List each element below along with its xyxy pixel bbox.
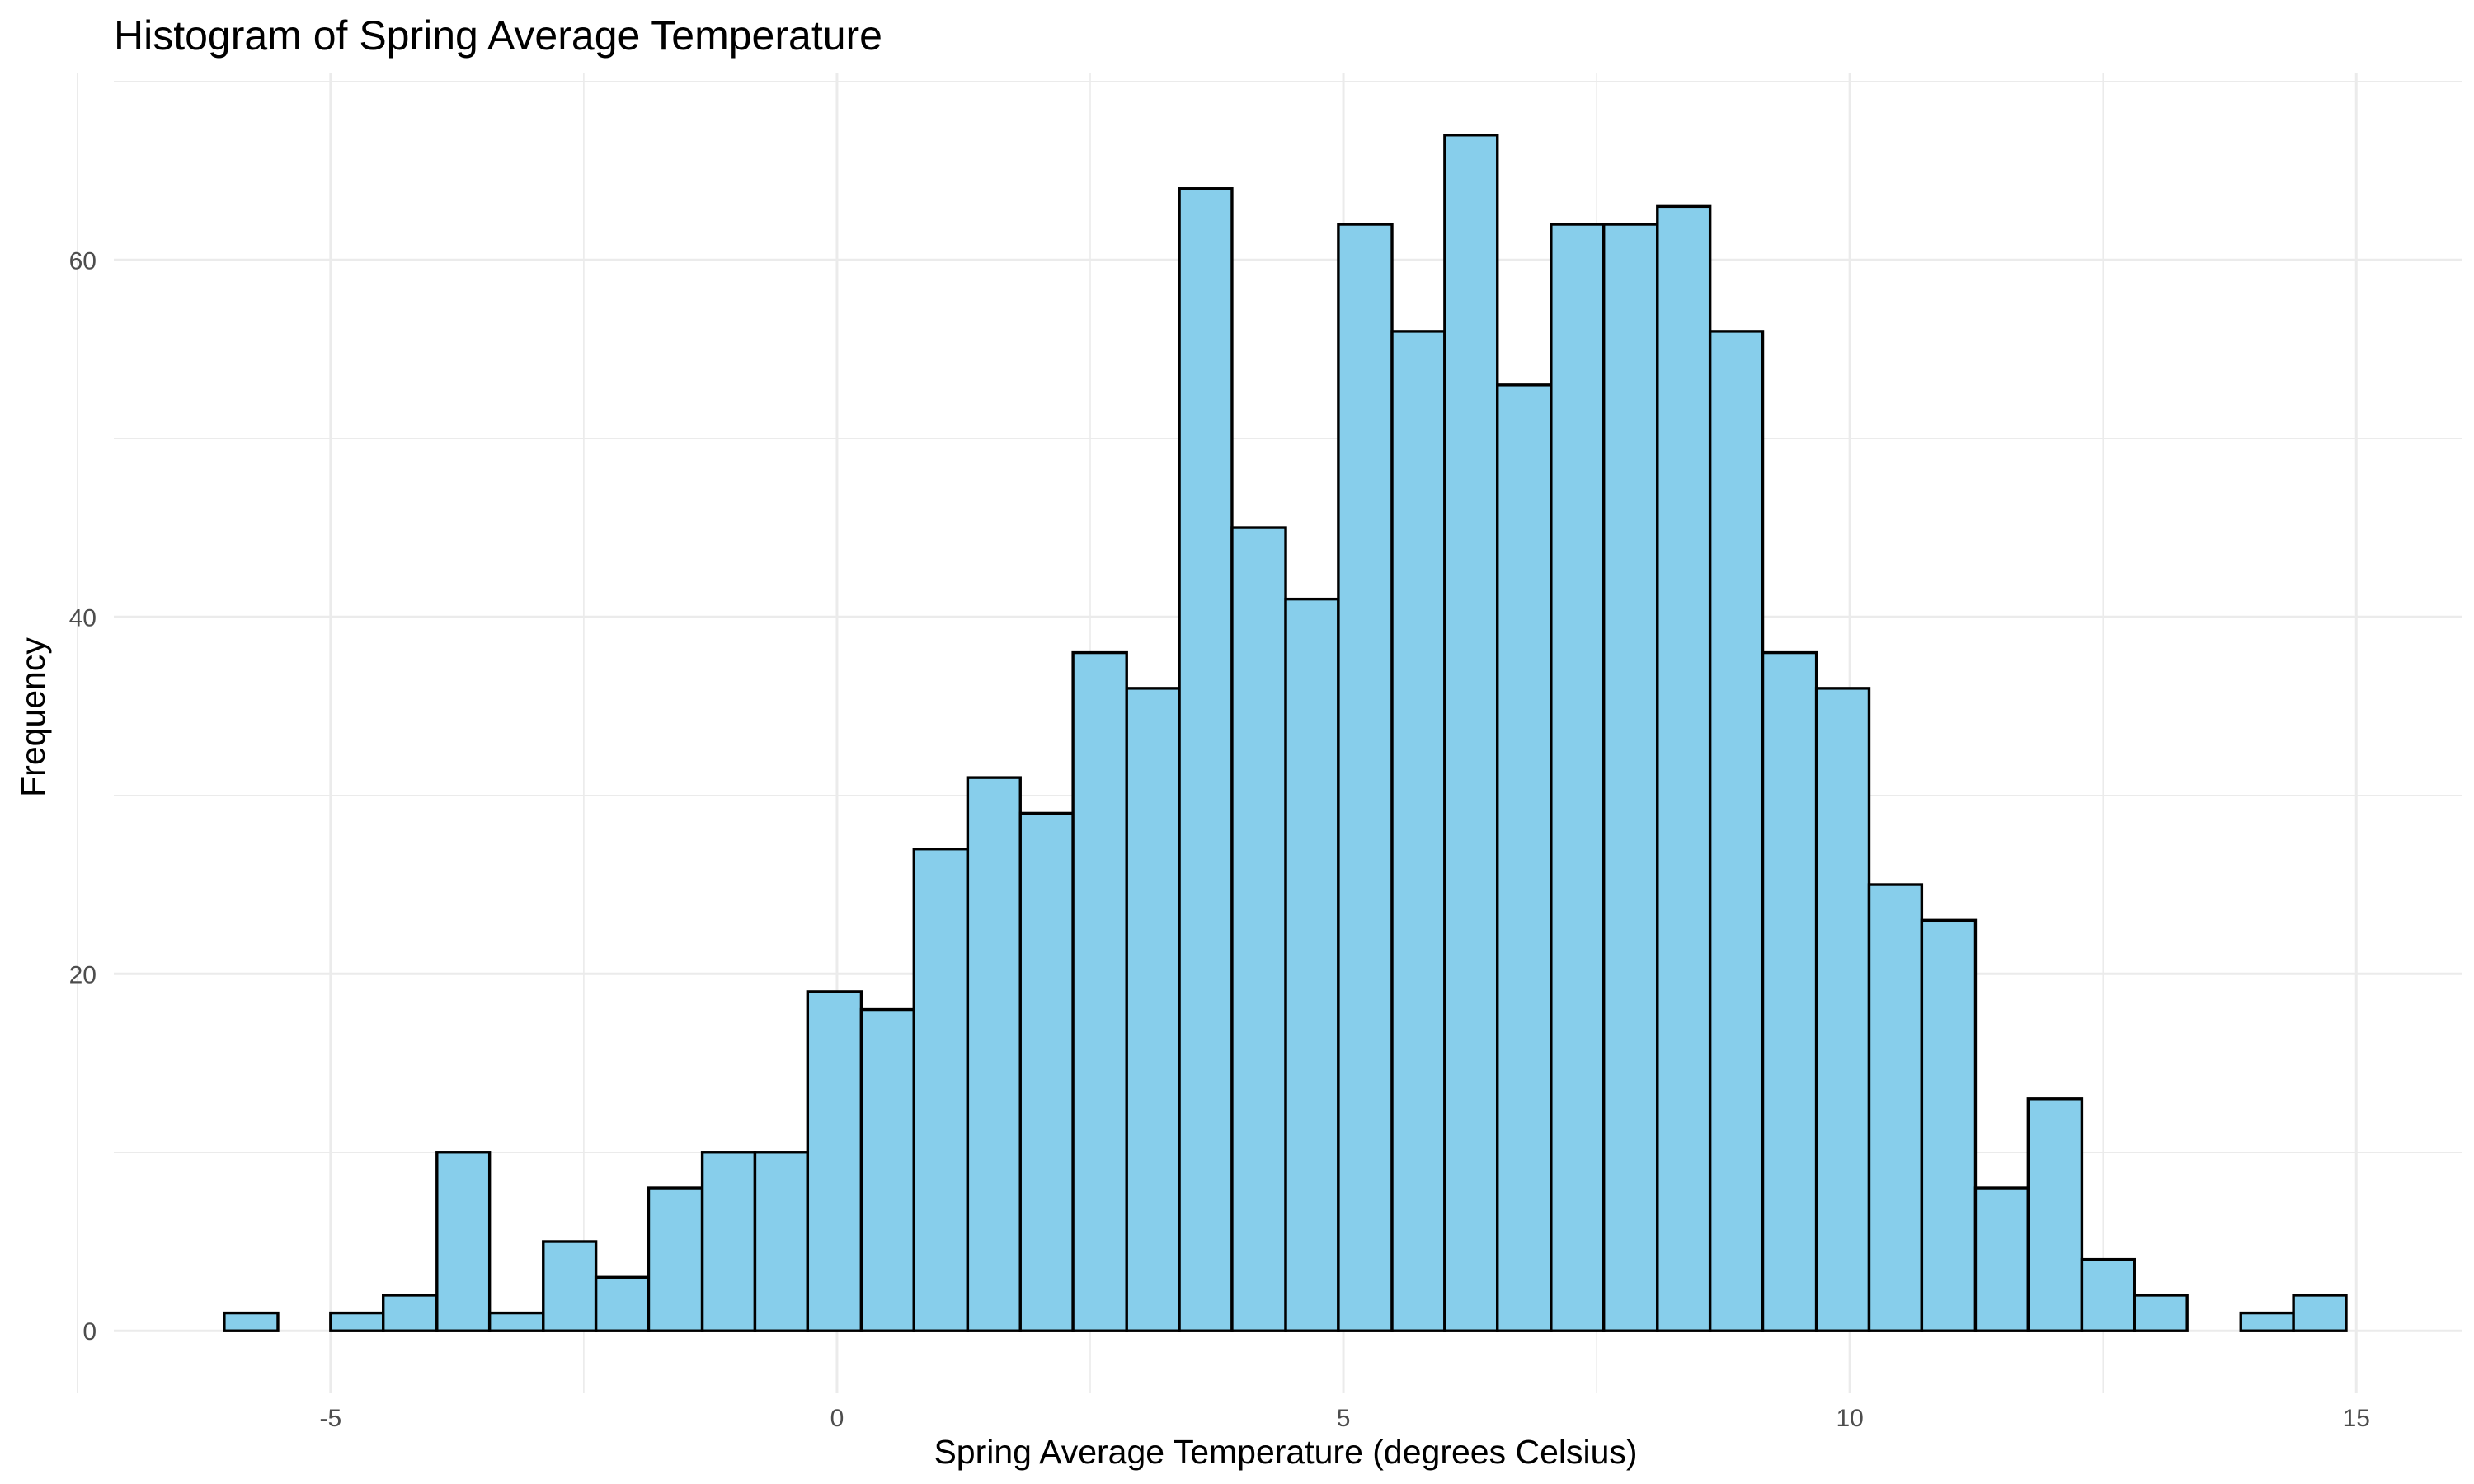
histogram-bar: [1708, 330, 1765, 1332]
histogram-bar: [1178, 187, 1234, 1332]
histogram-bar: [1230, 526, 1287, 1332]
histogram-bar: [2133, 1294, 2189, 1332]
histogram-bar: [700, 1151, 757, 1332]
histogram-bar: [1920, 918, 1978, 1332]
histogram-bar: [1973, 1186, 2030, 1332]
histogram-bar: [2239, 1311, 2295, 1332]
histogram-bar: [594, 1275, 651, 1332]
histogram-bar: [2292, 1294, 2348, 1332]
histogram-bar: [1071, 650, 1128, 1332]
histogram-bar: [1550, 223, 1606, 1332]
y-tick-label: 40: [69, 604, 96, 632]
x-tick-label: 5: [1337, 1405, 1351, 1432]
x-axis-label: Spring Average Temperature (degrees Cels…: [934, 1433, 1637, 1471]
histogram-bar: [382, 1294, 439, 1332]
histogram-bar: [1284, 597, 1340, 1332]
chart-title: Histogram of Spring Average Temperature: [114, 12, 882, 59]
histogram-bar: [647, 1186, 704, 1332]
histogram-bar: [2026, 1097, 2084, 1332]
histogram-bar: [542, 1240, 598, 1332]
x-axis-tick-labels: -5 0 5 10 15: [319, 1405, 2369, 1432]
histogram-bar: [1814, 687, 1871, 1332]
x-tick-label: -5: [319, 1405, 341, 1432]
histogram-bar: [1125, 687, 1181, 1332]
histogram-bar: [1656, 204, 1712, 1332]
histogram-bar: [1390, 330, 1446, 1332]
histogram-bar: [2080, 1257, 2136, 1332]
histogram-bar: [329, 1311, 385, 1332]
histogram-bars: [223, 134, 2348, 1332]
histogram-bar: [859, 1007, 915, 1332]
histogram-bar: [753, 1151, 810, 1332]
histogram-bar: [912, 848, 970, 1332]
y-tick-label: 60: [69, 247, 96, 275]
histogram-bar: [1761, 650, 1818, 1332]
histogram-bar: [487, 1311, 545, 1332]
y-axis-label: Frequency: [14, 637, 52, 797]
histogram-bar: [1337, 223, 1394, 1332]
y-tick-label: 0: [82, 1318, 96, 1345]
x-tick-label: 15: [2343, 1405, 2370, 1432]
x-tick-label: 0: [830, 1405, 844, 1432]
histogram-bar: [1602, 223, 1659, 1332]
y-axis-tick-labels: 0 20 40 60: [69, 247, 96, 1345]
histogram-bar: [223, 1311, 280, 1332]
x-tick-label: 10: [1836, 1405, 1863, 1432]
histogram-bar: [806, 990, 863, 1332]
y-tick-label: 20: [69, 961, 96, 989]
histogram-bar: [1496, 383, 1553, 1332]
histogram-bar: [1018, 811, 1075, 1332]
histogram-bar: [1443, 134, 1499, 1332]
histogram-bar: [435, 1151, 492, 1332]
histogram-bar: [1867, 883, 1924, 1332]
histogram-bar: [966, 776, 1022, 1332]
